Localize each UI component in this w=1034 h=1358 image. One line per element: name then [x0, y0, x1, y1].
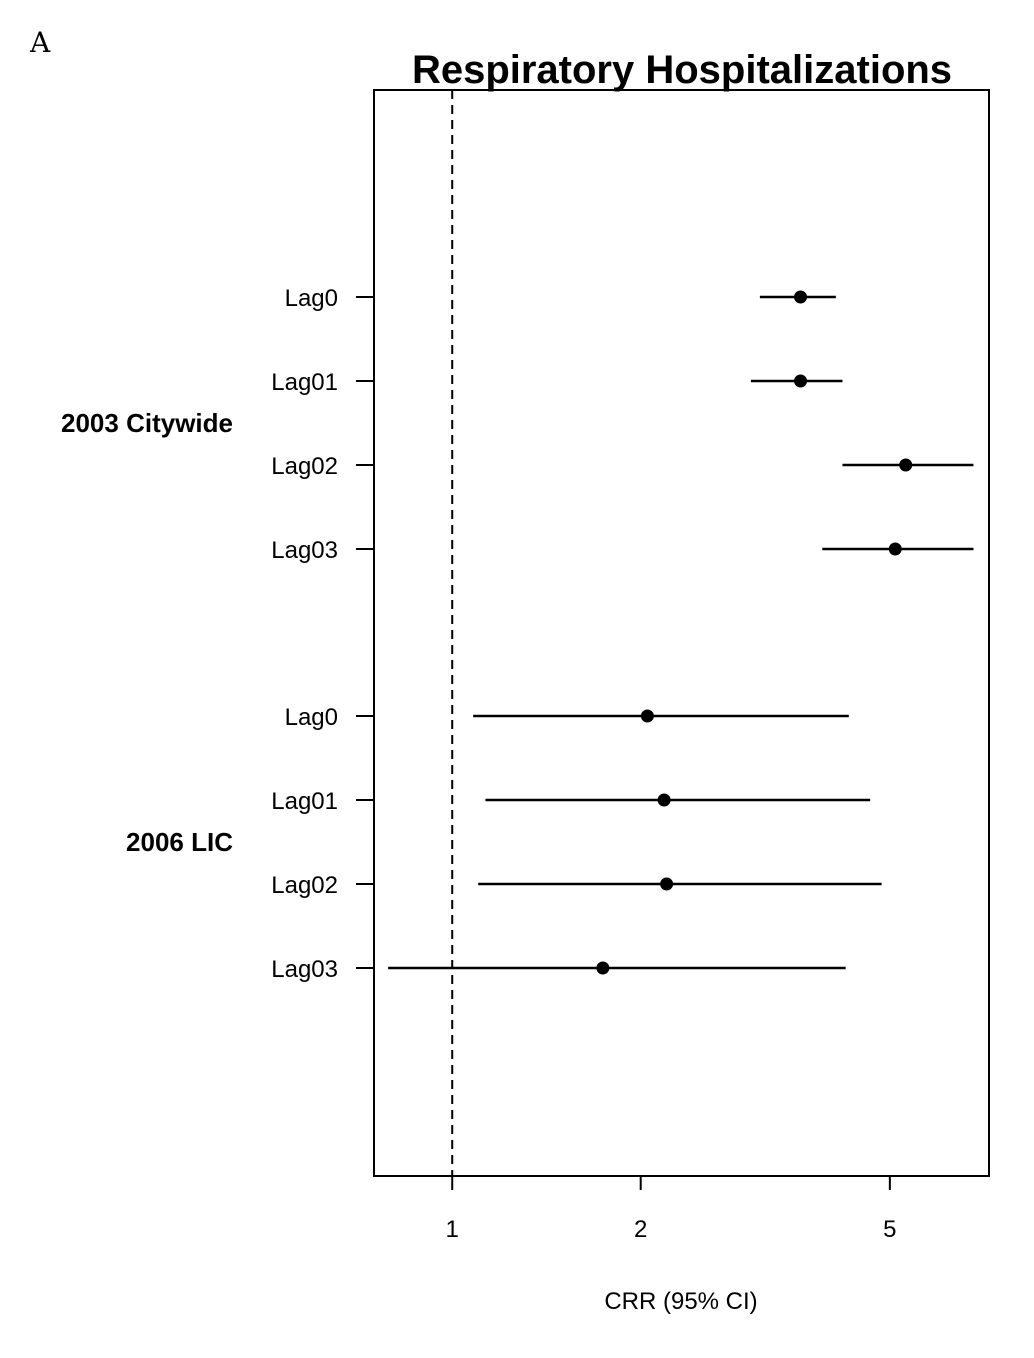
point-estimate	[794, 290, 808, 304]
row-label: Lag0	[285, 285, 338, 312]
chart-title: Respiratory Hospitalizations	[412, 48, 952, 92]
forest-rows: Lag0 Lag01 Lag02 Lag03 Lag0 Lag01 Lag02 Lag03	[271, 285, 974, 983]
row-label: Lag0	[285, 704, 338, 731]
point-estimate	[899, 458, 913, 472]
row-label: Lag02	[271, 453, 338, 480]
group-label: 2003 Citywide	[61, 408, 233, 438]
point-estimate	[596, 961, 610, 975]
x-tick-label: 2	[634, 1216, 647, 1243]
row-label: Lag03	[271, 537, 338, 564]
x-tick-label: 1	[446, 1216, 459, 1243]
row-label: Lag01	[271, 788, 338, 815]
row-label: Lag03	[271, 956, 338, 983]
x-tick-label: 5	[883, 1216, 896, 1243]
point-estimate	[888, 542, 902, 556]
x-axis-ticks: 1 2 5	[446, 1176, 897, 1243]
group-label: 2006 LIC	[126, 827, 233, 857]
row-label: Lag02	[271, 872, 338, 899]
point-estimate	[660, 877, 674, 891]
row-label: Lag01	[271, 369, 338, 396]
x-axis-label: CRR (95% CI)	[604, 1288, 757, 1315]
plot-frame	[373, 89, 990, 1177]
point-estimate	[640, 709, 654, 723]
group-labels: 2003 Citywide 2006 LIC	[61, 408, 233, 857]
point-estimate	[657, 793, 671, 807]
point-estimate	[794, 374, 808, 388]
panel-letter: A	[29, 26, 51, 59]
